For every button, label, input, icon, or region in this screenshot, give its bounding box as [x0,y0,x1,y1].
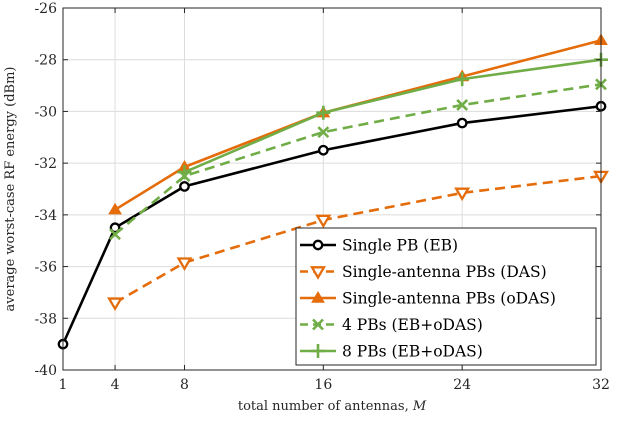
y-tick-label: -38 [34,311,57,327]
data-point [456,99,469,111]
data-point [109,228,121,241]
data-point [109,222,121,234]
data-point [317,144,329,156]
x-axis-label: total number of antennas, M [238,399,427,414]
data-point [454,187,471,202]
legend-entry: Single-antenna PBs (oDAS) [300,290,556,308]
series-layer [57,33,610,350]
series-line [183,58,602,174]
legend-marker [311,291,325,303]
legend-entry: 8 PBs (EB+oDAS) [300,343,483,361]
legend-entry: 4 PBs (EB+oDAS) [300,316,483,334]
y-axis-label: average worst-case RF energy (dBm) [3,67,18,312]
y-tick-label: -40 [34,363,57,379]
data-point [315,214,332,229]
plot-frame [62,7,602,371]
series-1 [57,100,607,350]
data-point [179,181,190,192]
data-point [107,297,124,312]
legend-label: 8 PBs (EB+oDAS) [342,343,483,361]
x-tick-label: 24 [453,377,471,393]
legend-entry: Single PB (EB) [300,237,458,255]
series-line [61,104,602,345]
data-point [176,257,193,271]
axis-ticks: 1 4 8 16 24 32 -40 -38 -36 -34 -32 -30 -28 -26 [34,1,609,393]
x-tick-label: 8 [180,377,189,393]
legend: Single PB (EB) Single-antenna PBs (DAS) Si… [295,227,597,366]
data-point [456,117,468,129]
legend-label: Single PB (EB) [342,237,458,255]
legend-marker [312,318,324,331]
x-tick-label: 16 [314,377,332,393]
legend-marker [309,266,327,280]
data-point [108,202,122,215]
x-tick-label: 4 [111,377,120,393]
data-point [455,72,470,87]
y-tick-label: -36 [34,260,57,276]
data-point [316,105,331,120]
data-point [317,126,330,139]
legend-box [295,227,597,366]
legend-label: Single-antenna PBs (oDAS) [342,290,556,308]
series-line [114,82,602,236]
legend-entry: Single-antenna PBs (DAS) [300,263,547,281]
legend-label: 4 PBs (EB+oDAS) [342,316,483,334]
x-tick-label: 32 [592,377,610,393]
y-tick-label: -34 [34,208,57,224]
legend-marker [312,239,324,251]
legend-marker [311,344,325,358]
x-tick-label: 1 [59,377,68,393]
y-tick-label: -28 [34,53,57,69]
y-tick-label: -30 [34,104,57,120]
data-point [177,165,192,180]
y-tick-label: -32 [34,156,57,172]
y-tick-label: -26 [34,1,57,17]
legend-label: Single-antenna PBs (DAS) [342,263,547,281]
